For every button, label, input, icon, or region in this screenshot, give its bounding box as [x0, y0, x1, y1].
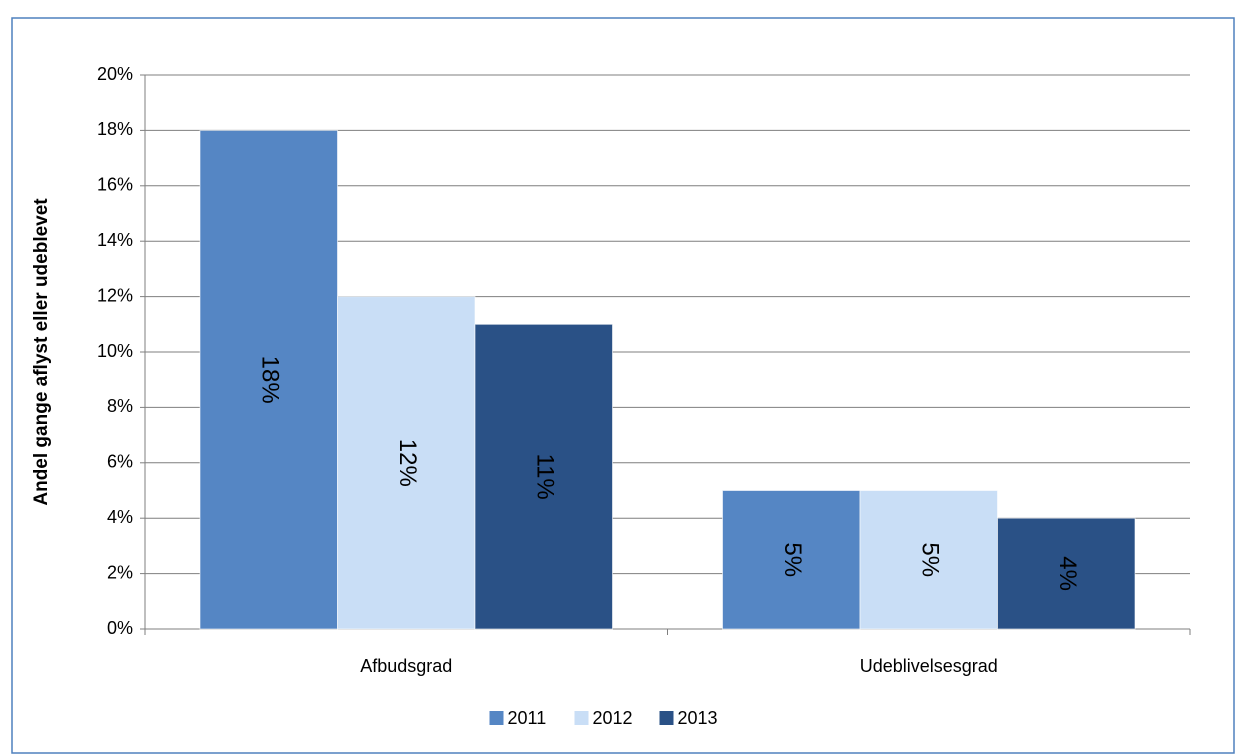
legend-label: 2011	[508, 708, 547, 728]
y-tick-label: 18%	[97, 119, 133, 139]
y-tick-label: 14%	[97, 230, 133, 250]
bar	[859, 490, 998, 630]
y-tick-label: 20%	[97, 64, 133, 84]
x-tick-label: Udeblivelsesgrad	[860, 656, 998, 676]
bar	[997, 517, 1136, 630]
chart-frame	[11, 17, 1235, 754]
value-label: 12%	[394, 439, 421, 487]
bar	[337, 296, 476, 630]
legend-swatch	[659, 711, 674, 725]
value-label: 18%	[256, 356, 283, 404]
y-tick-label: 8%	[107, 396, 133, 416]
legend-label: 2013	[678, 708, 718, 728]
y-axis-label: Andel gange aflyst eller udeblevet	[31, 198, 52, 506]
y-tick-label: 6%	[107, 452, 133, 472]
y-tick-label: 16%	[97, 175, 133, 195]
y-tick-label: 10%	[97, 341, 133, 361]
value-label: 4%	[1054, 556, 1081, 591]
value-label: 11%	[531, 454, 558, 500]
y-tick-label: 0%	[107, 618, 133, 638]
legend-swatch	[489, 711, 504, 725]
value-label: 5%	[916, 542, 943, 577]
x-tick-label: Afbudsgrad	[360, 656, 452, 676]
value-label: 5%	[779, 542, 806, 577]
legend-label: 2012	[593, 708, 633, 728]
y-tick-label: 4%	[107, 507, 133, 527]
legend-swatch	[574, 711, 589, 725]
y-tick-label: 12%	[97, 285, 133, 305]
y-tick-label: 2%	[107, 562, 133, 582]
bar	[722, 490, 861, 630]
bar	[474, 323, 613, 630]
